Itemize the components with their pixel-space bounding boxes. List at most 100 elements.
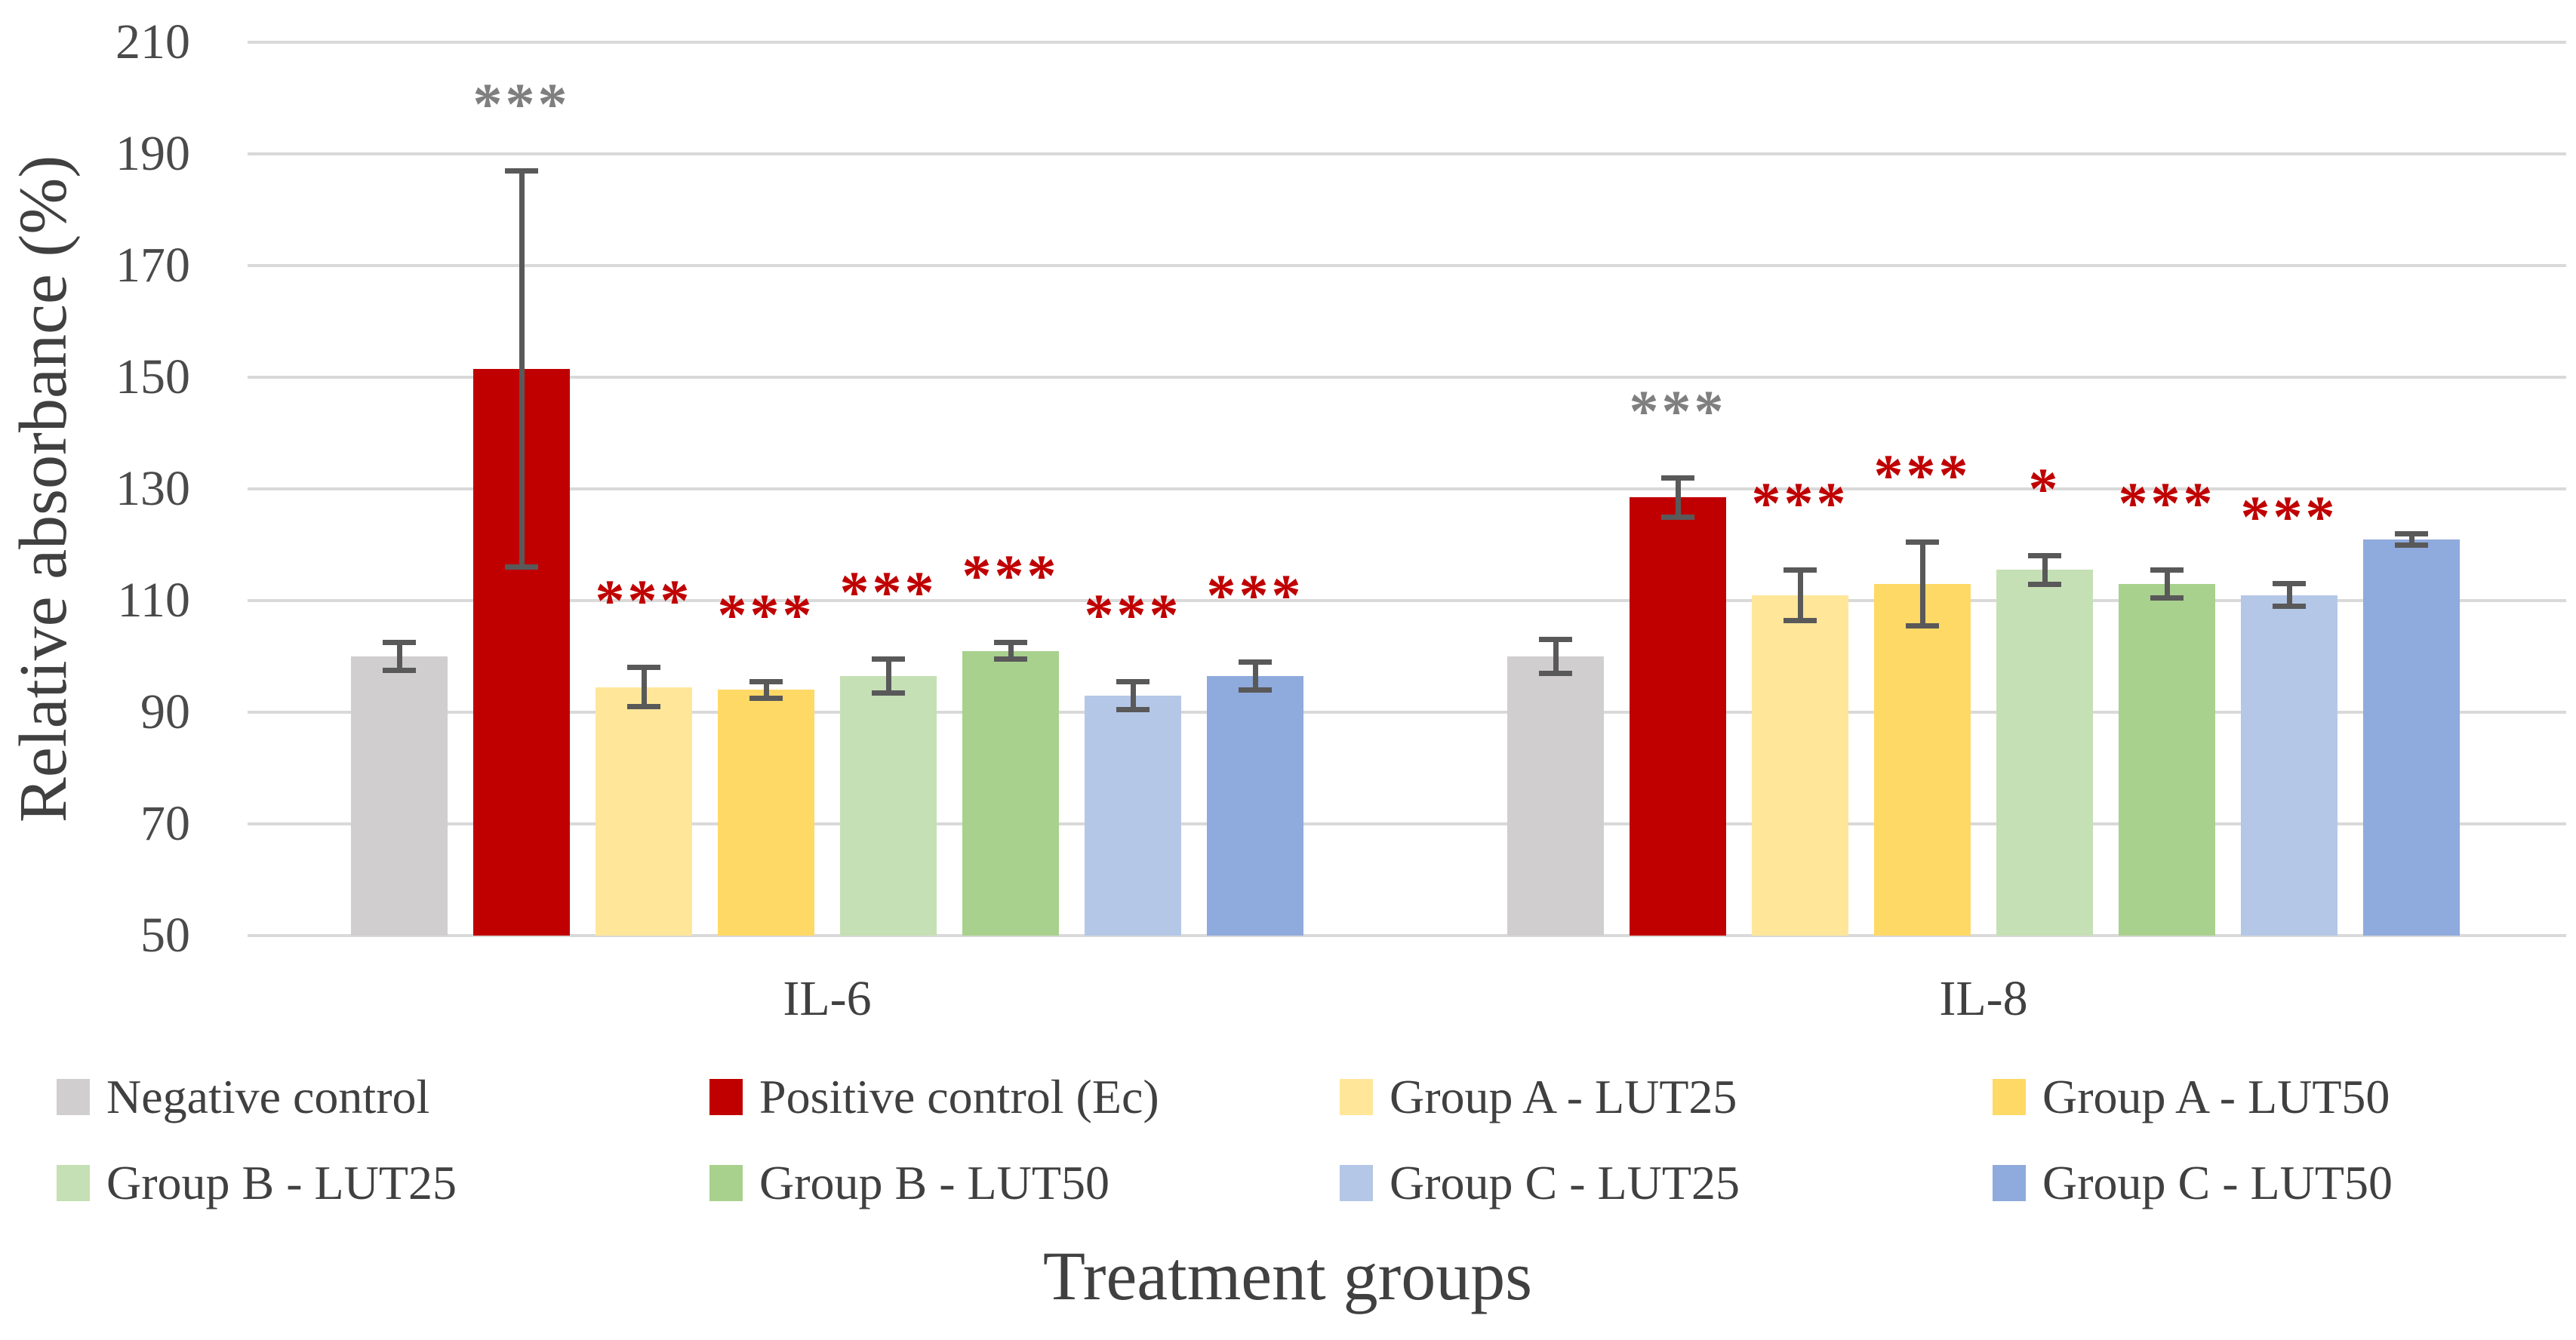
error-bar-cap-bottom [872,690,905,696]
sig-label: *** [1084,581,1182,647]
bar [1630,497,1726,936]
error-bar-cap-top [749,678,783,684]
sig-label: *** [2240,484,2338,550]
gridline [248,599,2566,602]
category-label-il8: IL-8 [1939,971,2028,1026]
error-bar-cap-top [872,656,905,662]
x-axis-title: Treatment groups [1042,1237,1533,1314]
gridline [248,152,2566,155]
gridline [248,822,2566,825]
gridline [248,934,2566,937]
legend-swatch [1993,1165,2026,1201]
error-bar-cap-top [2028,553,2061,559]
error-bar-cap-bottom [505,564,538,570]
error-bar-cap-top [2395,530,2428,536]
bar [1085,695,1181,936]
error-bar [2042,553,2048,587]
legend-label: Group C - LUT50 [2042,1156,2393,1209]
error-bar-cap-top [2273,581,2306,587]
error-bar [641,665,647,710]
bar [1752,595,1848,936]
legend-label: Group C - LUT25 [1390,1156,1740,1209]
error-bar-cap-top [2150,567,2184,573]
error-bar-cap-top [1661,475,1694,481]
bar [1874,583,1971,936]
bar [2363,539,2460,936]
error-bar [1675,475,1681,520]
error-bar [2286,581,2292,610]
sig-label: *** [839,559,937,625]
error-bar [519,168,525,570]
error-bar [2408,530,2414,548]
category-label-il6: IL-6 [783,971,872,1026]
legend-swatch [1993,1079,2026,1115]
ytick-label: 150 [115,349,190,404]
ytick-label: 130 [115,461,190,516]
sig-label: *** [962,542,1060,608]
error-bar [1252,659,1258,693]
legend-label: Group A - LUT50 [2042,1070,2390,1123]
error-bar-cap-top [1539,637,1572,643]
gridline [248,376,2566,379]
error-bar-cap-bottom [749,696,783,702]
error-bar-cap-bottom [2150,595,2184,601]
error-bar-cap-bottom [1239,687,1272,693]
error-bar-cap-bottom [1539,670,1572,676]
sig-label: *** [472,70,571,137]
error-bar-cap-bottom [383,668,416,674]
error-bar-cap-bottom [2273,604,2306,610]
legend-item: Positive control (Ec) [709,1070,1159,1123]
legend-item: Group B - LUT50 [709,1156,1109,1209]
bar [840,675,937,936]
error-bar-cap-top [627,665,660,671]
error-bar-cap-top [1239,659,1272,665]
error-bar-cap-top [1784,567,1817,573]
error-bar-cap-bottom [2395,542,2428,548]
sig-label: *** [1751,469,1849,536]
error-bar [1797,567,1803,623]
gridline [248,264,2566,267]
legend-label: Positive control (Ec) [759,1070,1159,1123]
gridline [248,711,2566,714]
bar [2241,595,2337,936]
error-bar-cap-bottom [1661,514,1694,520]
error-bar [1553,637,1559,676]
bar [718,690,814,936]
sig-label: *** [1629,377,1727,444]
error-bar-cap-bottom [1906,623,1939,629]
error-bar-cap-top [1906,539,1939,545]
legend-label: Group B - LUT25 [106,1156,457,1209]
ytick-label: 50 [140,908,190,963]
legend-item: Group B - LUT25 [57,1156,457,1209]
sig-label: *** [717,581,815,647]
bar [1507,656,1604,936]
error-bar [1130,678,1136,712]
error-bar-cap-top [1116,678,1150,684]
legend-item: Group A - LUT25 [1340,1070,1737,1123]
legend-item: Group C - LUT25 [1340,1156,1740,1209]
legend-label: Negative control [106,1070,430,1123]
error-bar-cap-bottom [1784,617,1817,623]
bar [596,687,692,936]
error-bar-cap-top [383,639,416,645]
bar [962,650,1059,936]
error-bar [1919,539,1925,629]
legend-item: Group C - LUT50 [1993,1156,2393,1209]
ytick-label: 70 [140,796,190,851]
error-bar-cap-top [994,639,1027,645]
sig-label: *** [2118,469,2216,536]
sig-label: *** [1873,441,1971,508]
sig-label: * [2028,456,2061,522]
sig-label: *** [1206,561,1304,628]
legend-item: Negative control [57,1070,429,1123]
gridline [248,487,2566,490]
ytick-label: 210 [115,14,190,69]
error-bar-cap-bottom [994,656,1027,662]
gridline [248,41,2566,44]
legend-swatch [57,1165,90,1201]
bar [1207,675,1303,936]
legend-swatch [709,1165,743,1201]
